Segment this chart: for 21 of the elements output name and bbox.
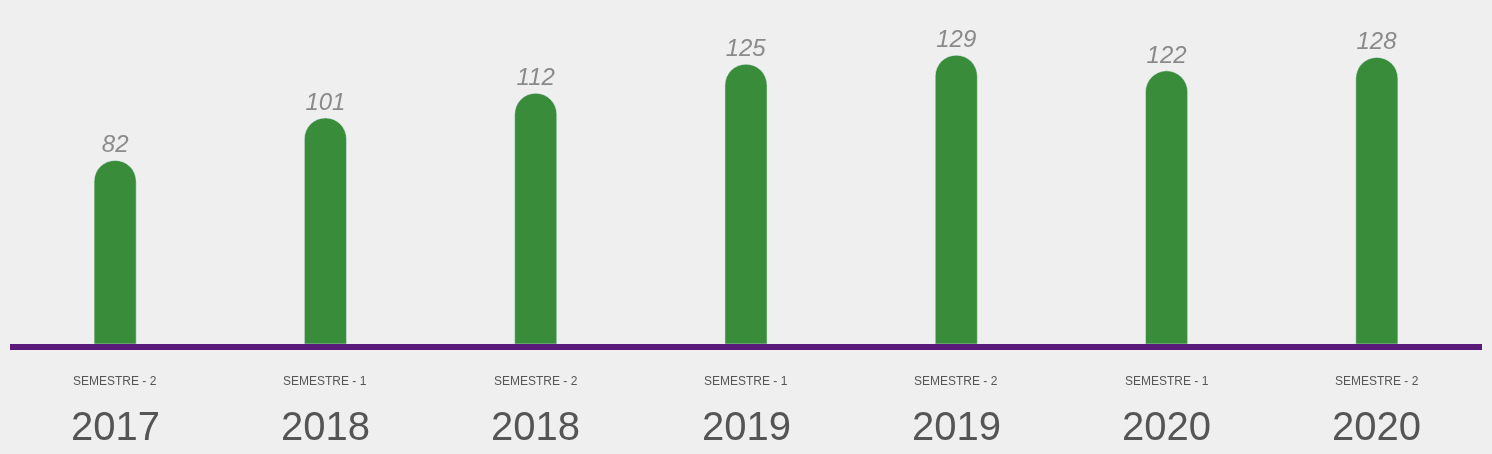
- category-label: SEMESTRE - 2 2019: [912, 374, 1001, 448]
- data-label: 122: [1146, 40, 1187, 68]
- bar: [304, 117, 347, 344]
- data-label: 129: [936, 25, 977, 53]
- category-label: SEMESTRE - 2 2018: [491, 374, 580, 448]
- category-label: SEMESTRE - 2 2017: [71, 374, 160, 448]
- category-label: SEMESTRE - 1 2018: [281, 374, 370, 448]
- data-label: 101: [305, 87, 346, 115]
- bar: [935, 54, 978, 344]
- category-label: SEMESTRE - 1 2019: [702, 374, 791, 448]
- data-label: 82: [101, 130, 129, 158]
- bar: [514, 93, 557, 344]
- data-label: 112: [516, 63, 555, 91]
- bar: [1145, 70, 1188, 344]
- bar: [93, 160, 137, 344]
- category-label: SEMESTRE - 1 2020: [1122, 374, 1211, 448]
- bar: [1355, 57, 1399, 344]
- data-label: 128: [1356, 27, 1398, 55]
- bar: [724, 63, 768, 344]
- data-label: 125: [725, 34, 767, 62]
- category-label: SEMESTRE - 2 2020: [1332, 374, 1421, 448]
